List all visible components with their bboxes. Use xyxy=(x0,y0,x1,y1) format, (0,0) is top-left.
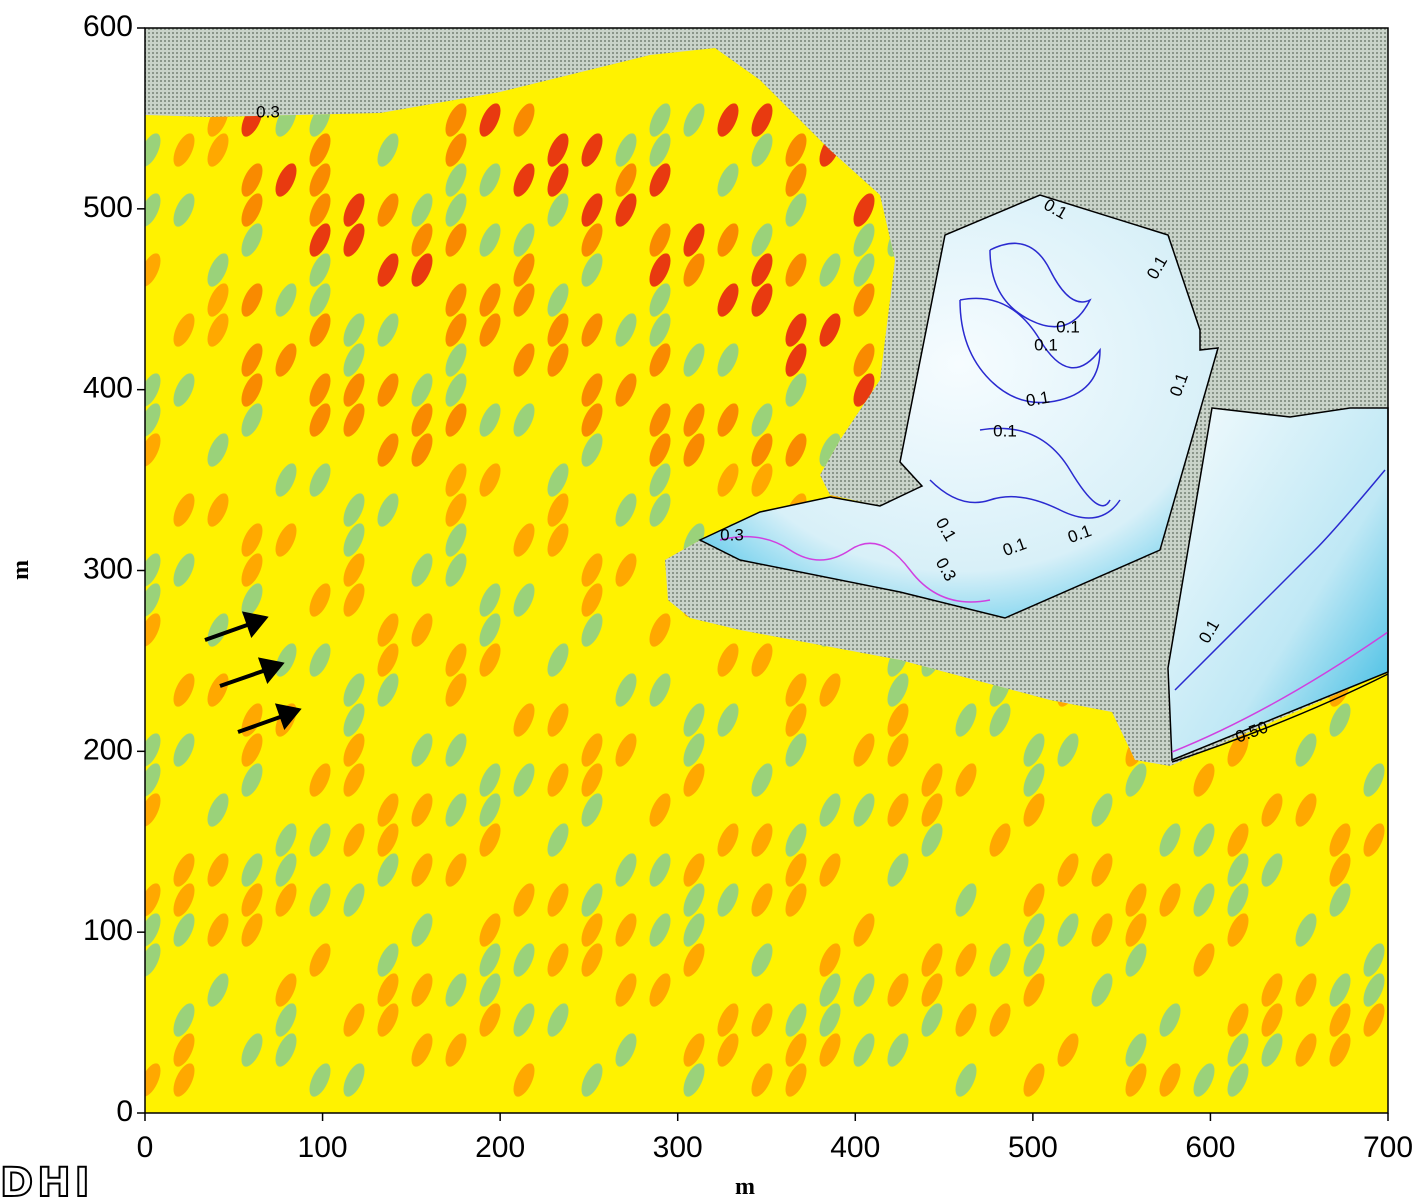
contour-label: 0.1 xyxy=(1056,317,1080,336)
logo: DHI xyxy=(0,1160,94,1204)
x-tick-label: 200 xyxy=(475,1131,525,1164)
y-tick-label: 500 xyxy=(83,191,133,224)
contour-label: 0.3 xyxy=(720,525,744,544)
y-tick-label: 400 xyxy=(83,372,133,405)
y-tick-label: 300 xyxy=(83,552,133,585)
contour-label: 0.1 xyxy=(1034,335,1058,354)
contour-label: 0.3 xyxy=(256,102,280,121)
x-tick-label: 600 xyxy=(1185,1131,1235,1164)
y-tick-label: 200 xyxy=(83,733,133,766)
x-tick-label: 300 xyxy=(653,1131,703,1164)
contour-label: 0.1 xyxy=(993,421,1017,440)
y-axis-label: m xyxy=(8,560,34,580)
x-tick-label: 100 xyxy=(298,1131,348,1164)
y-tick-label: 100 xyxy=(83,914,133,947)
y-tick-label: 0 xyxy=(116,1095,133,1128)
x-axis-label: m xyxy=(735,1174,755,1200)
x-tick-label: 500 xyxy=(1008,1131,1058,1164)
plot-area xyxy=(135,28,1389,1121)
x-tick-label: 0 xyxy=(137,1131,154,1164)
chart: m m DHI 0 100 200 300 400 500 600 700 0 100 200 300… xyxy=(0,0,1419,1204)
x-tick-label: 400 xyxy=(830,1131,880,1164)
x-tick-label: 700 xyxy=(1363,1131,1413,1164)
y-tick-label: 600 xyxy=(83,10,133,43)
contour-label: 0.1 xyxy=(1025,388,1052,411)
